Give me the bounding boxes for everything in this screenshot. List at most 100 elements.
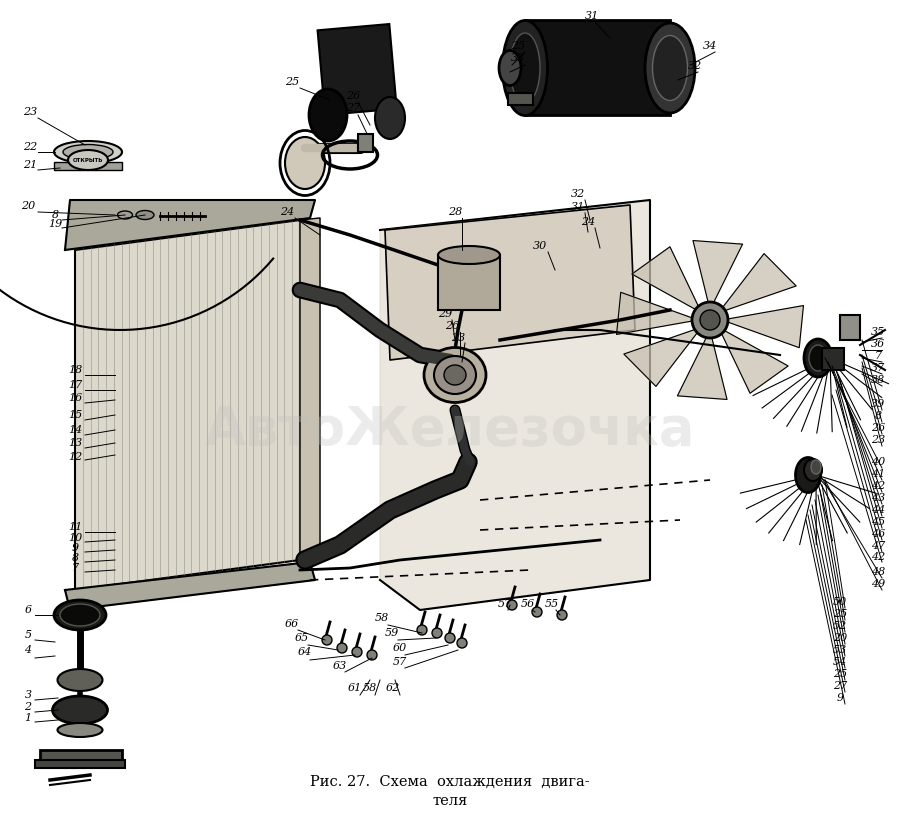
Text: 35: 35 (871, 327, 885, 337)
Circle shape (692, 302, 728, 338)
Text: 53: 53 (832, 645, 847, 655)
Text: АвтоЖелезочка: АвтоЖелезочка (205, 404, 695, 456)
Text: 24: 24 (280, 207, 294, 217)
Text: 5: 5 (24, 630, 32, 640)
Text: 42: 42 (871, 481, 885, 491)
Text: 30: 30 (533, 241, 547, 251)
Text: 47: 47 (871, 541, 885, 551)
Text: 31: 31 (571, 202, 585, 212)
Polygon shape (693, 240, 742, 309)
Text: 48: 48 (871, 567, 885, 577)
Text: 26: 26 (445, 321, 459, 331)
Polygon shape (616, 292, 698, 334)
Text: ОТКРЫТЬ: ОТКРЫТЬ (73, 158, 104, 163)
Text: Рис. 27.  Схема  охлаждения  двига-: Рис. 27. Схема охлаждения двига- (310, 775, 590, 789)
Polygon shape (718, 254, 796, 313)
Text: 3: 3 (24, 690, 32, 700)
Text: 56: 56 (521, 599, 535, 609)
Ellipse shape (434, 356, 476, 394)
Text: 23: 23 (22, 107, 37, 117)
Circle shape (700, 310, 720, 330)
Ellipse shape (285, 137, 325, 189)
Text: 26: 26 (871, 423, 885, 433)
Ellipse shape (52, 696, 107, 724)
Text: 21: 21 (22, 160, 37, 170)
Text: 42: 42 (871, 552, 885, 562)
Text: 8: 8 (71, 553, 78, 563)
Text: 11: 11 (68, 522, 82, 532)
Text: 43: 43 (871, 493, 885, 503)
Text: 38: 38 (871, 375, 885, 385)
Text: 66: 66 (285, 619, 299, 629)
Text: 14: 14 (68, 425, 82, 435)
Polygon shape (718, 327, 788, 393)
Ellipse shape (444, 365, 466, 385)
Ellipse shape (54, 141, 122, 163)
Text: 16: 16 (68, 393, 82, 403)
Bar (822, 348, 844, 370)
Bar (438, 255, 500, 310)
Text: 57: 57 (498, 599, 512, 609)
Polygon shape (722, 305, 804, 348)
Bar (508, 93, 533, 105)
Text: 41: 41 (871, 469, 885, 479)
Bar (54, 162, 122, 170)
Bar (40, 750, 122, 760)
Circle shape (352, 647, 362, 657)
Polygon shape (380, 200, 650, 610)
Text: 7: 7 (875, 351, 882, 361)
Bar (358, 134, 373, 152)
Ellipse shape (811, 460, 821, 474)
Text: 52: 52 (832, 621, 847, 631)
Text: 57: 57 (393, 657, 407, 667)
Text: 58: 58 (363, 683, 377, 693)
Text: 49: 49 (871, 579, 885, 589)
Text: 4: 4 (24, 645, 32, 655)
Text: 32: 32 (571, 189, 585, 199)
Text: 19: 19 (48, 219, 62, 229)
Circle shape (445, 633, 455, 643)
Bar (525, 20, 670, 115)
Circle shape (507, 600, 517, 610)
Text: 27: 27 (832, 681, 847, 691)
Text: 64: 64 (298, 647, 312, 657)
Text: 18: 18 (68, 365, 82, 375)
Text: 12: 12 (68, 452, 82, 462)
Ellipse shape (502, 21, 547, 115)
Polygon shape (300, 218, 320, 562)
Text: 23: 23 (871, 435, 885, 445)
Polygon shape (75, 220, 300, 590)
Ellipse shape (424, 348, 486, 403)
Text: 8: 8 (51, 210, 59, 220)
Ellipse shape (804, 459, 822, 481)
Text: 28: 28 (448, 207, 462, 217)
Text: 25: 25 (832, 609, 847, 619)
Ellipse shape (499, 51, 521, 86)
Ellipse shape (510, 33, 540, 103)
Polygon shape (65, 200, 315, 250)
Text: 10: 10 (68, 533, 82, 543)
Circle shape (432, 628, 442, 638)
Circle shape (367, 650, 377, 660)
Text: 25: 25 (832, 669, 847, 679)
Text: 6: 6 (24, 605, 32, 615)
Text: 22: 22 (22, 142, 37, 152)
Ellipse shape (118, 211, 132, 219)
Ellipse shape (309, 89, 347, 141)
Text: 33: 33 (511, 53, 525, 63)
Text: теля: теля (432, 794, 468, 808)
Text: 20: 20 (21, 201, 35, 211)
Text: 36: 36 (871, 339, 885, 349)
Text: 60: 60 (393, 643, 407, 653)
Ellipse shape (58, 669, 103, 691)
Ellipse shape (652, 36, 688, 101)
Ellipse shape (645, 23, 695, 113)
Ellipse shape (58, 723, 103, 737)
Text: 23: 23 (451, 333, 465, 343)
Text: 61: 61 (348, 683, 362, 693)
Text: 62: 62 (386, 683, 400, 693)
Text: 55: 55 (544, 599, 559, 609)
Text: 39: 39 (871, 399, 885, 409)
Polygon shape (65, 562, 315, 610)
Circle shape (532, 607, 542, 617)
